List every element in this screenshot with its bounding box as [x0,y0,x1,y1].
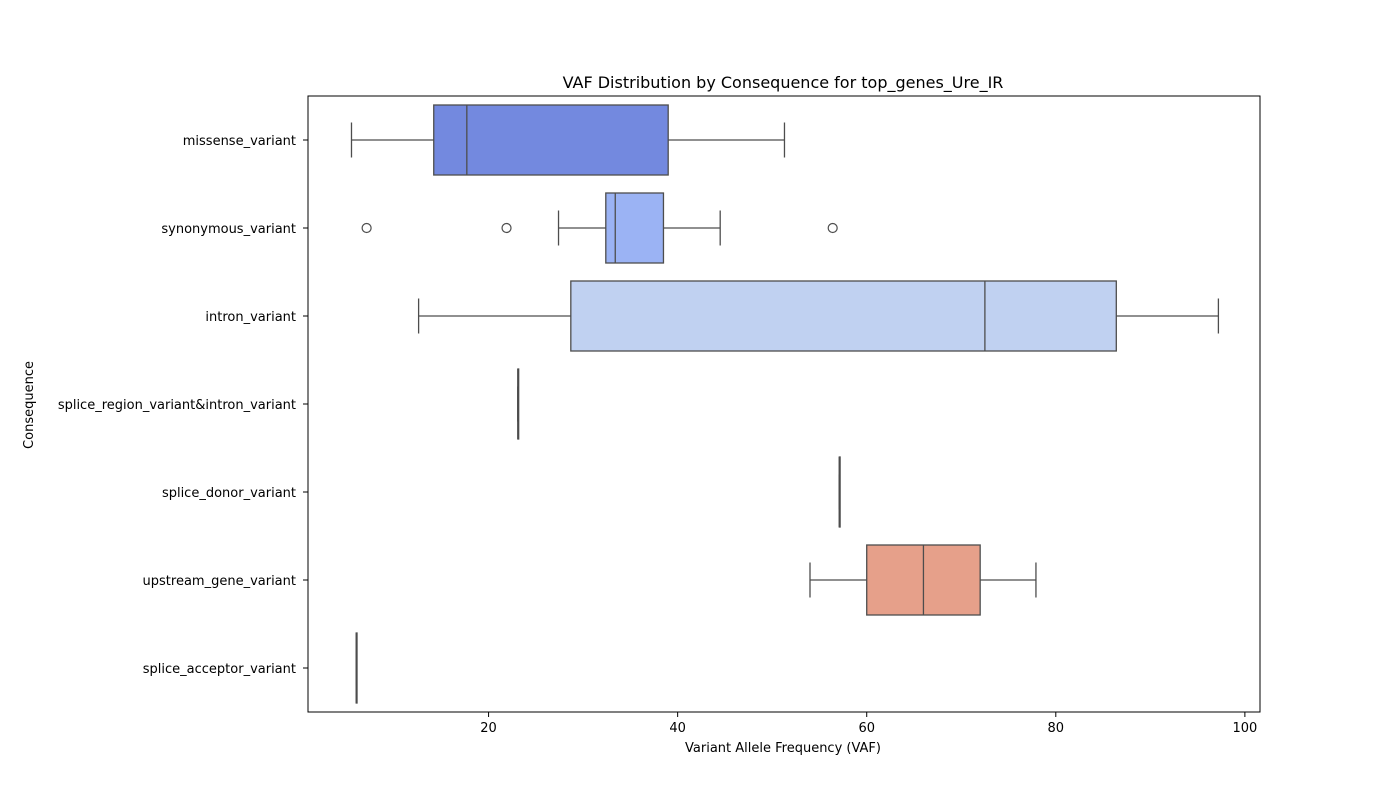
y-tick-label: missense_variant [183,134,296,149]
box-group [355,632,358,704]
chart-title: VAF Distribution by Consequence for top_… [563,73,1004,93]
box-group [809,544,1037,616]
outlier-point [501,222,512,234]
x-tick-label: 100 [1232,721,1257,736]
y-tick-label: upstream_gene_variant [143,574,296,589]
x-tick-label: 40 [669,721,686,736]
box-iqr [605,192,665,264]
x-tick-label: 60 [858,721,875,736]
x-axis-label: Variant Allele Frequency (VAF) [685,741,881,756]
outlier-point [827,222,838,234]
plot-area: 20 40 60 80 100 missense_variant synonymous_va… [58,95,1261,736]
y-tick-label: splice_region_variant&intron_variant [58,398,296,413]
y-axis-label: Consequence [22,361,37,449]
y-tick-label: splice_donor_variant [162,486,296,501]
y-tick-label: splice_acceptor_variant [143,662,296,677]
box-group [350,104,786,176]
box-group [517,368,520,440]
box-group [838,456,841,528]
y-tick-label: synonymous_variant [161,222,296,237]
x-tick-label: 20 [480,721,497,736]
box-group [417,280,1220,352]
box-iqr [570,280,1117,352]
box-group [361,192,838,264]
outlier-point [361,222,372,234]
x-tick-label: 80 [1048,721,1065,736]
plot-frame [307,95,1261,713]
y-tick-label: intron_variant [205,310,296,325]
box-iqr [433,104,669,176]
